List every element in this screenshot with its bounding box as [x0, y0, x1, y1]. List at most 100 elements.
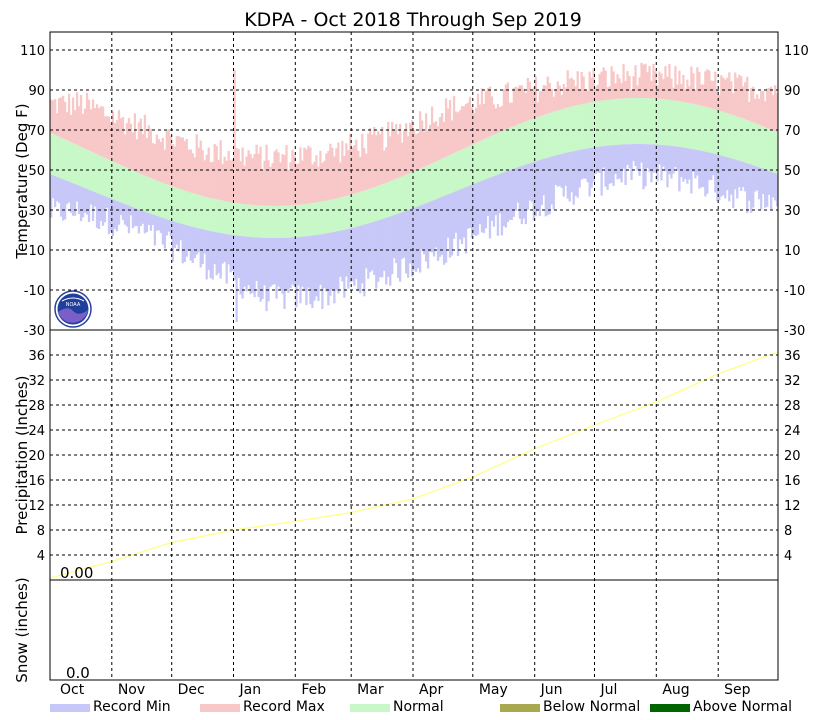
snow-start-annotation: 0.0: [66, 664, 90, 682]
legend-label: Above Normal: [693, 699, 792, 715]
record-max-bar: [422, 131, 426, 167]
record-min-bar: [682, 147, 685, 182]
normal-range-bar: [145, 176, 149, 213]
record-min-bar: [121, 203, 125, 220]
normal-range-bar: [73, 143, 77, 184]
record-min-bar: [413, 207, 416, 271]
record-max-bar: [227, 150, 230, 202]
normal-range-bar: [115, 163, 119, 201]
normal-range-bar: [688, 103, 691, 149]
record-max-bar: [436, 126, 440, 161]
record-min-bar: [486, 178, 490, 216]
record-min-bar: [291, 237, 294, 285]
record-max-bar: [486, 88, 490, 138]
normal-range-bar: [710, 108, 713, 153]
normal-range-bar: [303, 204, 306, 237]
normal-range-bar: [650, 98, 653, 145]
normal-range-bar: [205, 197, 208, 231]
normal-range-bar: [263, 205, 266, 238]
normal-range-bar: [652, 98, 655, 145]
temp-tick-label-left: 110: [20, 44, 45, 59]
record-max-bar: [732, 93, 735, 116]
record-max-bar: [179, 137, 182, 190]
normal-range-bar: [249, 204, 252, 237]
record-min-bar: [542, 158, 545, 196]
record-min-bar: [478, 181, 482, 225]
record-min-bar: [584, 148, 587, 179]
record-max-bar: [440, 113, 444, 159]
record-min-bar: [452, 192, 456, 239]
record-max-bar: [69, 114, 73, 143]
record-min-bar: [764, 169, 767, 208]
record-min-bar: [209, 231, 212, 279]
record-min-bar: [77, 185, 81, 214]
normal-range-bar: [339, 197, 342, 231]
precip-tick-label-left: 32: [28, 374, 45, 389]
normal-range-bar: [674, 100, 677, 147]
normal-range-bar: [309, 203, 312, 236]
month-tick-label: Mar: [357, 682, 384, 698]
record-max-bar: [275, 149, 278, 206]
record-min-bar: [524, 164, 527, 225]
record-max-bar: [680, 84, 683, 102]
normal-range-bar: [51, 133, 55, 176]
normal-range-bar: [385, 182, 388, 218]
record-min-bar: [748, 163, 751, 201]
record-max-bar: [175, 136, 178, 188]
record-max-bar: [189, 149, 192, 193]
record-max-bar: [285, 145, 288, 206]
record-max-bar: [313, 161, 316, 203]
record-min-bar: [335, 231, 338, 291]
record-max-bar: [622, 64, 625, 99]
record-max-bar: [299, 147, 302, 205]
record-max-bar: [708, 70, 711, 108]
record-min-bar: [416, 206, 420, 269]
record-max-bar: [131, 132, 135, 171]
record-min-bar: [409, 209, 412, 264]
record-max-bar: [454, 111, 458, 153]
normal-range-bar: [686, 102, 689, 149]
record-max-bar: [193, 157, 196, 194]
record-max-bar: [263, 160, 266, 206]
normal-range-bar: [638, 98, 641, 144]
normal-range-bar: [532, 118, 535, 162]
normal-range-bar: [109, 160, 113, 199]
legend-label: Normal: [393, 699, 444, 715]
record-min-bar: [448, 193, 452, 258]
record-min-bar: [760, 167, 763, 210]
temp-tick-label-left: -10: [24, 284, 45, 299]
record-min-bar: [259, 237, 262, 302]
record-max-bar: [143, 114, 147, 176]
record-min-bar: [75, 184, 79, 202]
record-min-bar: [149, 213, 153, 231]
normal-range-bar: [600, 100, 603, 147]
normal-range-bar: [462, 148, 466, 188]
normal-range-bar: [55, 135, 59, 177]
record-min-bar: [227, 234, 230, 265]
record-min-bar: [714, 153, 717, 193]
record-max-bar: [514, 86, 518, 126]
record-min-bar: [698, 150, 701, 189]
normal-range-bar: [217, 199, 220, 233]
record-min-bar: [670, 145, 673, 179]
record-max-bar: [171, 144, 174, 187]
record-max-bar: [564, 87, 567, 109]
record-max-bar: [614, 83, 617, 100]
normal-range-bar: [187, 191, 190, 226]
normal-range-bar: [526, 120, 529, 164]
normal-range-bar: [662, 99, 665, 146]
record-min-bar: [157, 216, 160, 231]
record-max-bar: [602, 67, 605, 101]
record-max-bar: [75, 92, 79, 145]
normal-range-bar: [129, 169, 133, 207]
record-max-bar: [55, 113, 59, 136]
record-max-bar: [145, 138, 149, 177]
record-max-bar: [103, 116, 107, 158]
record-min-bar: [223, 233, 226, 262]
record-min-bar: [650, 144, 653, 183]
normal-range-bar: [377, 185, 380, 221]
normal-range-bar: [590, 102, 593, 148]
normal-range-bar: [516, 124, 520, 168]
record-max-bar: [225, 160, 228, 202]
normal-range-bar: [203, 196, 206, 230]
